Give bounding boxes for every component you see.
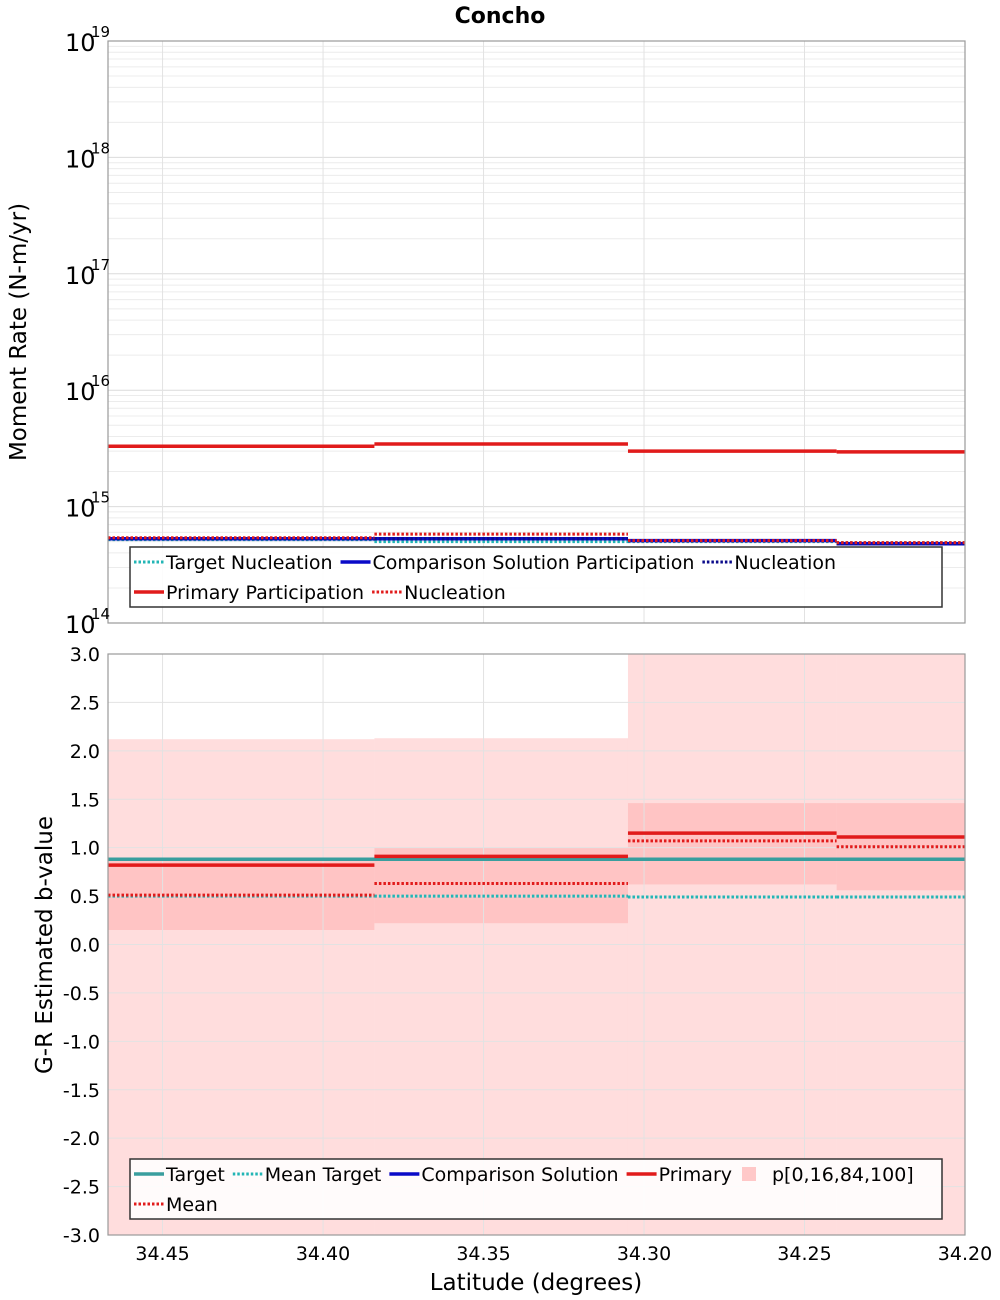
x-tick-label: 34.40	[296, 1243, 350, 1265]
legend-box	[129, 1158, 943, 1220]
y-tick-label: 2.0	[70, 741, 100, 763]
x-tick-label: 34.35	[456, 1243, 510, 1265]
y-tick-label: 10	[65, 145, 96, 173]
band-segment	[627, 803, 837, 885]
plot-frame	[107, 653, 966, 1236]
legend-label: Comparison Solution Participation	[373, 552, 695, 574]
y-tick-label: -0.5	[63, 983, 100, 1005]
x-tick-label: 34.20	[938, 1243, 992, 1265]
x-tick-label: 34.45	[135, 1243, 189, 1265]
y-tick-label: 10	[65, 29, 96, 57]
y-tick-label: 1.0	[70, 838, 100, 860]
legend-label: Mean Target	[265, 1164, 382, 1186]
legend-label: Mean	[166, 1194, 218, 1216]
y-tick-label: 10	[65, 262, 96, 290]
legend-label: Comparison Solution	[421, 1164, 618, 1186]
y-tick-label: -2.5	[63, 1177, 100, 1199]
series-4	[108, 532, 965, 545]
y-tick-label: 1.5	[70, 789, 100, 811]
y-tick-label: 10	[65, 495, 96, 523]
y-tick-exponent: 19	[91, 23, 110, 41]
y-tick-label: -3.0	[63, 1225, 100, 1247]
series-2	[108, 831, 965, 867]
y-tick-exponent: 15	[91, 489, 110, 507]
series-3	[108, 442, 965, 454]
legend-label: Primary	[659, 1164, 732, 1186]
legend-label: Primary Participation	[166, 582, 364, 604]
x-tick-label: 34.25	[777, 1243, 831, 1265]
legend-label: Target Nucleation	[165, 552, 333, 574]
y-tick-exponent: 18	[91, 139, 110, 157]
y-tick-label: 0.5	[70, 886, 100, 908]
legend-box	[129, 546, 943, 608]
band-segment	[374, 738, 628, 1235]
legend-label: Target	[165, 1164, 225, 1186]
chart-title: Concho	[455, 4, 546, 29]
legend-swatch	[742, 1167, 756, 1181]
plot-frame	[107, 40, 966, 624]
y-tick-label: 3.0	[70, 644, 100, 666]
legend-label: p[0,16,84,100]	[772, 1164, 914, 1186]
y-tick-exponent: 16	[91, 372, 110, 390]
bottom-y-axis-label: G-R Estimated b-value	[32, 816, 58, 1074]
top-y-axis-label: Moment Rate (N-m/yr)	[6, 203, 32, 461]
y-tick-label: 0.0	[70, 935, 100, 957]
y-tick-label: 10	[65, 611, 96, 639]
y-tick-label: 10	[65, 378, 96, 406]
y-tick-exponent: 17	[91, 256, 110, 274]
x-axis-label: Latitude (degrees)	[430, 1270, 643, 1296]
y-tick-label: -1.0	[63, 1031, 100, 1053]
band-segment	[108, 739, 375, 1235]
y-tick-exponent: 14	[91, 605, 110, 623]
y-tick-label: -1.5	[63, 1080, 100, 1102]
x-tick-label: 34.30	[617, 1243, 671, 1265]
y-tick-label: -2.0	[63, 1128, 100, 1150]
legend-label: Nucleation	[404, 582, 506, 604]
legend-label: Nucleation	[734, 552, 836, 574]
series-3	[108, 839, 965, 897]
y-tick-label: 2.5	[70, 692, 100, 714]
b-value-panel: -3.0 -2.5 -2.0 -1.5 -1.0 -0.5 0.0 0.5 1.0 1.5 2.0 2…	[63, 644, 992, 1265]
